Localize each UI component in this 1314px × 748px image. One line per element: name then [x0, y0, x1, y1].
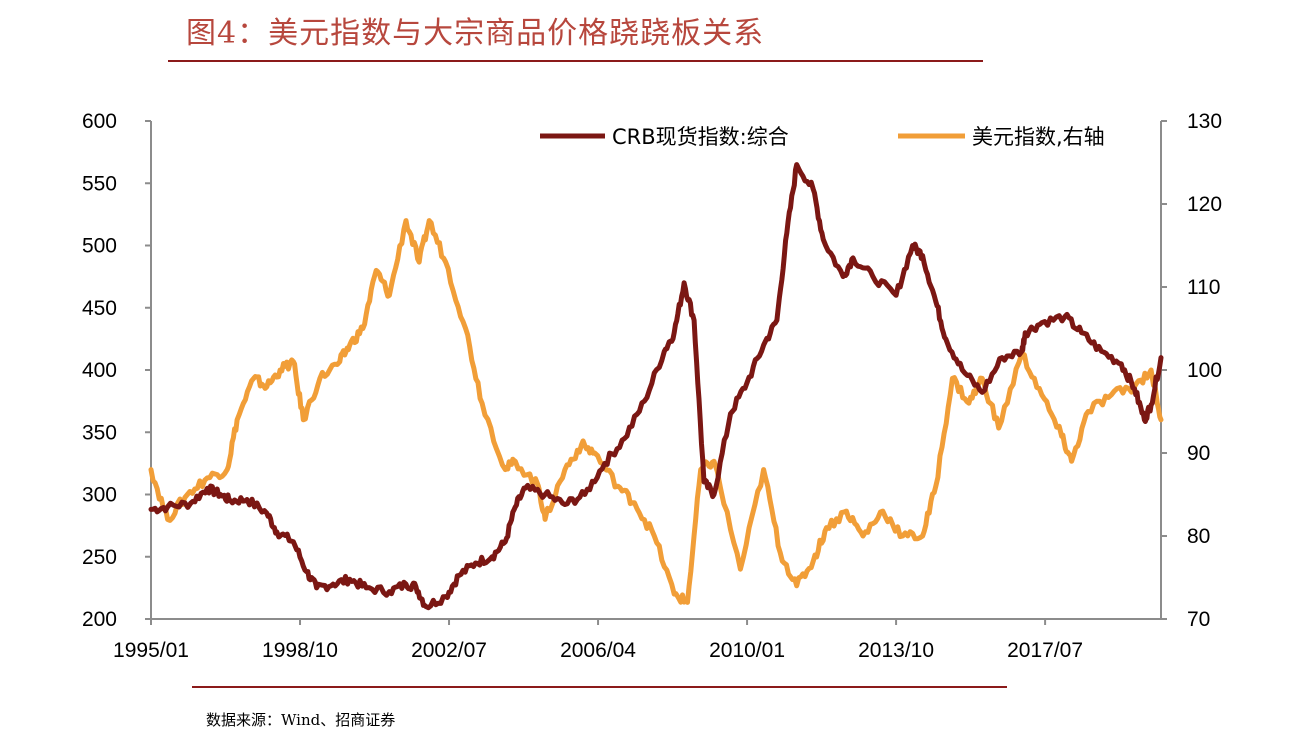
x-tick-label: 1998/10 — [262, 639, 338, 662]
left-tick-label: 550 — [82, 172, 117, 195]
x-tick-label: 1995/01 — [113, 639, 189, 662]
legend-label-usd: 美元指数,右轴 — [972, 125, 1105, 149]
left-tick-label: 400 — [82, 359, 117, 382]
right-tick-label: 80 — [1187, 525, 1210, 548]
chart-title: 图4：美元指数与大宗商品价格跷跷板关系 — [186, 16, 765, 51]
series-line-crb — [148, 162, 1164, 611]
left-tick-label: 450 — [82, 297, 117, 320]
title-divider — [168, 60, 983, 62]
left-tick-label: 200 — [82, 608, 117, 631]
chart-series — [148, 162, 1164, 611]
chart-axes: 200 250 300 350 400 450 500 550 600 70 80 90 100 110 1… — [82, 110, 1222, 662]
source-note: 数据来源：Wind、招商证券 — [206, 711, 396, 729]
x-tick-label: 2017/07 — [1007, 639, 1083, 662]
left-tick-label: 300 — [82, 484, 117, 507]
right-tick-label: 70 — [1187, 608, 1210, 631]
x-tick-label: 2013/10 — [858, 639, 934, 662]
x-tick-label: 2010/01 — [709, 639, 785, 662]
x-tick-label: 2002/07 — [411, 639, 487, 662]
footer-divider — [192, 686, 1007, 688]
left-tick-label: 500 — [82, 235, 117, 258]
left-tick-label: 350 — [82, 421, 117, 444]
left-tick-label: 250 — [82, 546, 117, 569]
right-tick-label: 120 — [1187, 193, 1222, 216]
right-tick-label: 110 — [1187, 276, 1220, 299]
legend-label-crb: CRB现货指数:综合 — [612, 125, 789, 149]
right-tick-label: 130 — [1187, 110, 1222, 133]
right-tick-label: 90 — [1187, 442, 1210, 465]
x-tick-label: 2006/04 — [560, 639, 636, 662]
left-tick-label: 600 — [82, 110, 117, 133]
chart-legend: CRB现货指数:综合 美元指数,右轴 — [540, 125, 1105, 149]
right-tick-label: 100 — [1187, 359, 1222, 382]
series-line-usd — [148, 218, 1164, 605]
